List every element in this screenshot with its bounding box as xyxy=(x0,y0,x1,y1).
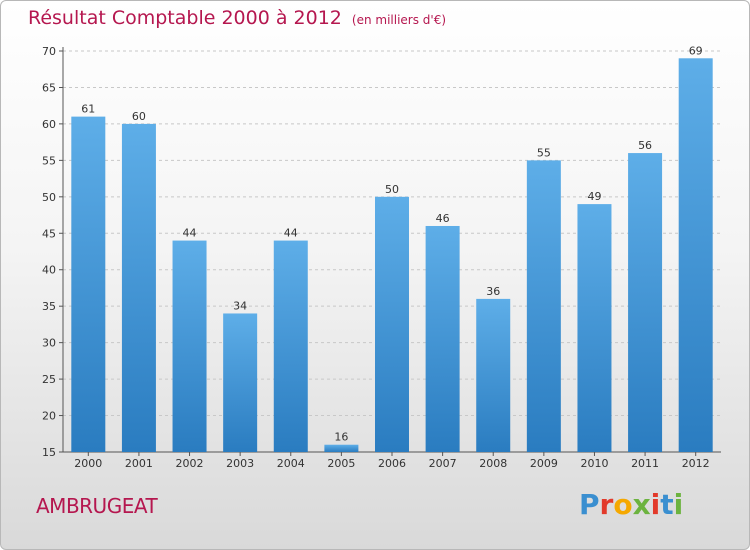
data-label-2008: 36 xyxy=(486,285,500,298)
y-tick-label: 25 xyxy=(42,373,56,386)
y-tick-label: 45 xyxy=(42,227,56,240)
bar-2002 xyxy=(172,240,207,452)
bar-2011 xyxy=(628,153,663,452)
y-tick-label: 50 xyxy=(42,191,56,204)
x-tick-label: 2005 xyxy=(327,457,355,470)
data-label-2007: 46 xyxy=(436,212,450,225)
bar-2000 xyxy=(71,116,106,453)
chart-title: Résultat Comptable 2000 à 2012 (en millie… xyxy=(28,7,446,29)
y-tick-label: 60 xyxy=(42,118,56,131)
data-label-2004: 44 xyxy=(284,227,298,240)
x-tick-label: 2006 xyxy=(378,457,406,470)
x-tick-label: 2002 xyxy=(176,457,204,470)
y-tick-label: 35 xyxy=(42,300,56,313)
x-tick-label: 2000 xyxy=(74,457,102,470)
bar-2003 xyxy=(223,313,258,452)
x-tick-label: 2001 xyxy=(125,457,153,470)
y-tick-label: 30 xyxy=(42,337,56,350)
x-tick-label: 2004 xyxy=(277,457,305,470)
y-tick-label: 70 xyxy=(42,45,56,58)
data-label-2006: 50 xyxy=(385,183,399,196)
y-tick-label: 65 xyxy=(42,81,56,94)
x-tick-label: 2012 xyxy=(682,457,710,470)
data-label-2009: 55 xyxy=(537,146,551,159)
x-tick-label: 2010 xyxy=(580,457,608,470)
bar-2004 xyxy=(273,240,308,452)
bar-2001 xyxy=(121,123,156,452)
data-label-2001: 60 xyxy=(132,110,146,123)
logo-letter: i xyxy=(673,488,684,521)
logo-letter: i xyxy=(650,488,661,521)
x-tick-label: 2007 xyxy=(429,457,457,470)
y-tick-label: 55 xyxy=(42,154,56,167)
y-tick-label: 15 xyxy=(42,446,56,459)
data-label-2010: 49 xyxy=(587,190,601,203)
bar-2005 xyxy=(324,444,359,452)
x-tick-label: 2003 xyxy=(226,457,254,470)
y-tick-label: 20 xyxy=(42,410,56,423)
data-label-2011: 56 xyxy=(638,139,652,152)
y-tick-label: 40 xyxy=(42,264,56,277)
data-label-2012: 69 xyxy=(689,44,703,57)
data-label-2005: 16 xyxy=(334,431,348,444)
commune-name: AMBRUGEAT xyxy=(36,494,158,518)
data-label-2003: 34 xyxy=(233,299,247,312)
bar-2007 xyxy=(425,225,460,452)
x-tick-label: 2009 xyxy=(530,457,558,470)
logo-letter: o xyxy=(613,488,633,521)
bar-2006 xyxy=(375,196,409,452)
chart-title-text: Résultat Comptable 2000 à 2012 xyxy=(28,7,342,29)
bar-2009 xyxy=(526,160,561,452)
x-tick-label: 2011 xyxy=(631,457,659,470)
bar-2008 xyxy=(476,298,511,452)
bar-2010 xyxy=(577,204,612,452)
x-tick-label: 2008 xyxy=(479,457,507,470)
chart-subtitle: (en milliers d'€) xyxy=(351,13,447,27)
bar-2012 xyxy=(678,58,713,453)
logo-letter: P xyxy=(579,488,600,521)
proxiti-logo: Proxiti xyxy=(579,488,683,521)
logo-letter: x xyxy=(632,488,651,521)
logo-letter: r xyxy=(599,488,614,521)
data-label-2000: 61 xyxy=(81,103,95,116)
data-label-2002: 44 xyxy=(183,227,197,240)
logo-letter: t xyxy=(660,488,674,521)
